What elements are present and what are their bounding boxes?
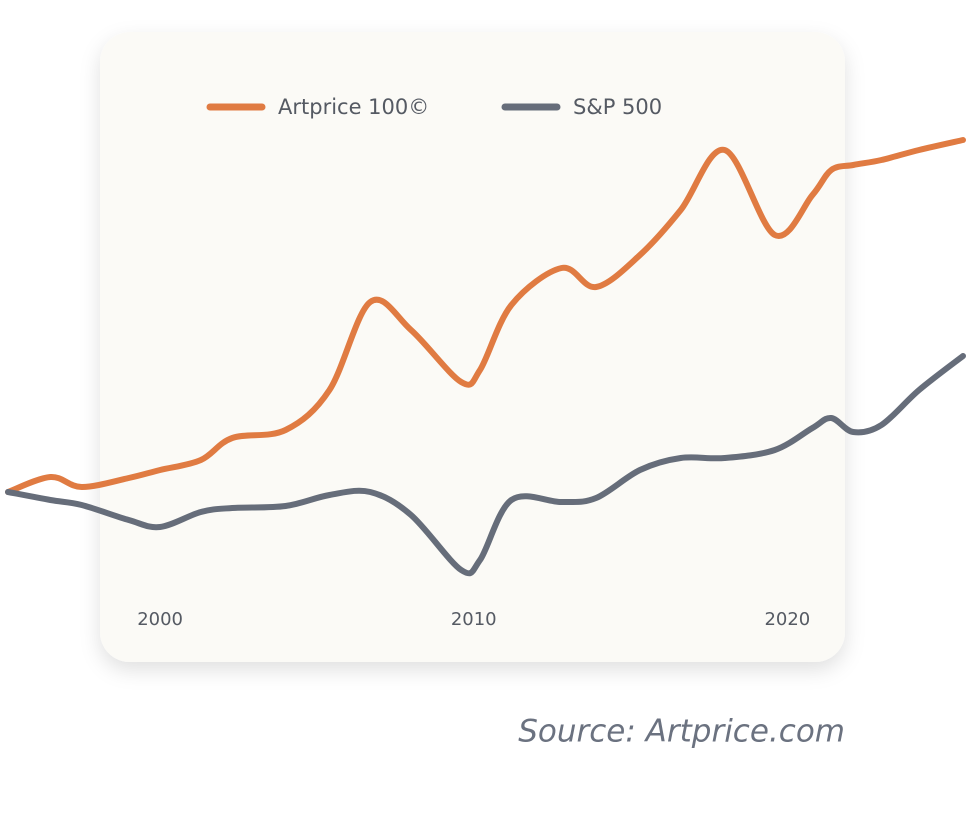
- x-tick-label: 2020: [764, 609, 810, 630]
- x-tick-label: 2010: [451, 609, 497, 630]
- x-tick-label: 2000: [137, 609, 183, 630]
- legend-label: S&P 500: [573, 95, 662, 119]
- plot-area: 2000 2010 2020 Artprice 100© S&P 500: [5, 95, 966, 630]
- source-note: Source: Artprice.com: [518, 714, 845, 750]
- series-line: [5, 137, 966, 495]
- series-line: [5, 353, 966, 577]
- legend-label: Artprice 100©: [278, 95, 429, 119]
